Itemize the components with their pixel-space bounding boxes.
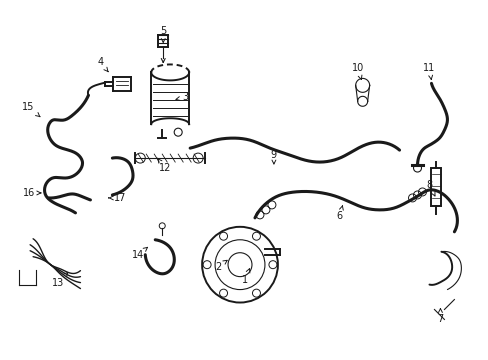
Text: 5: 5 bbox=[160, 26, 166, 42]
Text: 4: 4 bbox=[97, 58, 108, 72]
Text: 3: 3 bbox=[176, 92, 188, 102]
Text: 16: 16 bbox=[22, 188, 41, 198]
Text: 11: 11 bbox=[423, 63, 435, 80]
Text: 7: 7 bbox=[436, 309, 443, 324]
Text: 9: 9 bbox=[270, 150, 276, 164]
Text: 13: 13 bbox=[52, 273, 68, 288]
Text: 17: 17 bbox=[108, 193, 126, 203]
Text: 1: 1 bbox=[242, 269, 249, 285]
Text: 14: 14 bbox=[132, 247, 147, 260]
Text: 15: 15 bbox=[22, 102, 40, 117]
Text: 10: 10 bbox=[351, 63, 363, 80]
Text: 6: 6 bbox=[336, 205, 343, 221]
Text: 8: 8 bbox=[426, 180, 434, 196]
Text: 12: 12 bbox=[157, 158, 171, 173]
Bar bbox=[430, 168, 441, 206]
Text: 2: 2 bbox=[215, 260, 227, 272]
